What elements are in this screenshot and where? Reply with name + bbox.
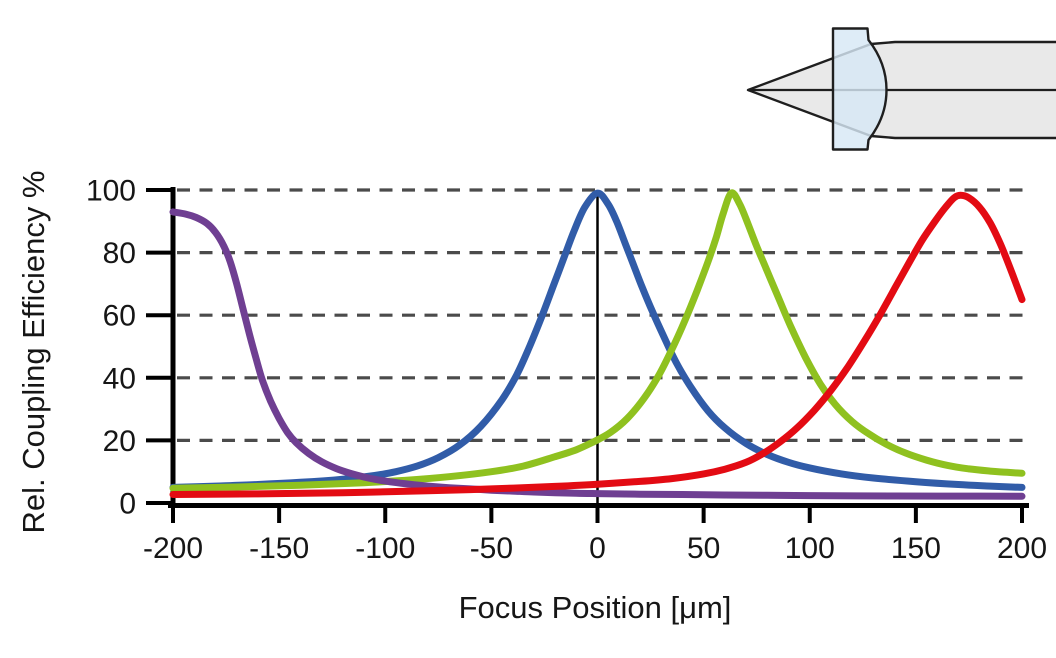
x-tick-label--50: -50 — [470, 532, 513, 565]
x-axis-title: Focus Position [μm] — [459, 590, 732, 625]
plot-area: 0 20 40 60 80 100 -200 -150 -100 -50 0 50 100 150 200 — [86, 175, 1047, 566]
y-tick-label-20: 20 — [103, 425, 136, 458]
red-curve — [169, 191, 1026, 498]
blue-curve — [169, 189, 1026, 491]
x-tick-label--200: -200 — [143, 532, 203, 565]
x-tick-label-100: 100 — [785, 532, 835, 565]
y-axis-title: Rel. Coupling Efficiency % — [16, 171, 51, 534]
x-tick-label-150: 150 — [891, 532, 941, 565]
y-tick-label-100: 100 — [86, 175, 136, 208]
y-tick-label-60: 60 — [103, 300, 136, 333]
y-tick-label-40: 40 — [103, 362, 136, 395]
y-tick-label-80: 80 — [103, 237, 136, 270]
x-tick-label--150: -150 — [249, 532, 309, 565]
collimating-lens — [831, 27, 888, 151]
green-curve — [169, 189, 1026, 492]
lensed-fiber-schematic — [746, 27, 1056, 151]
x-tick-label-200: 200 — [997, 532, 1047, 565]
x-tick-label--100: -100 — [355, 532, 415, 565]
x-tick-label-0: 0 — [589, 532, 606, 565]
x-tick-label-50: 50 — [687, 532, 720, 565]
purple-curve — [169, 208, 1026, 500]
y-tick-label-0: 0 — [119, 488, 136, 521]
